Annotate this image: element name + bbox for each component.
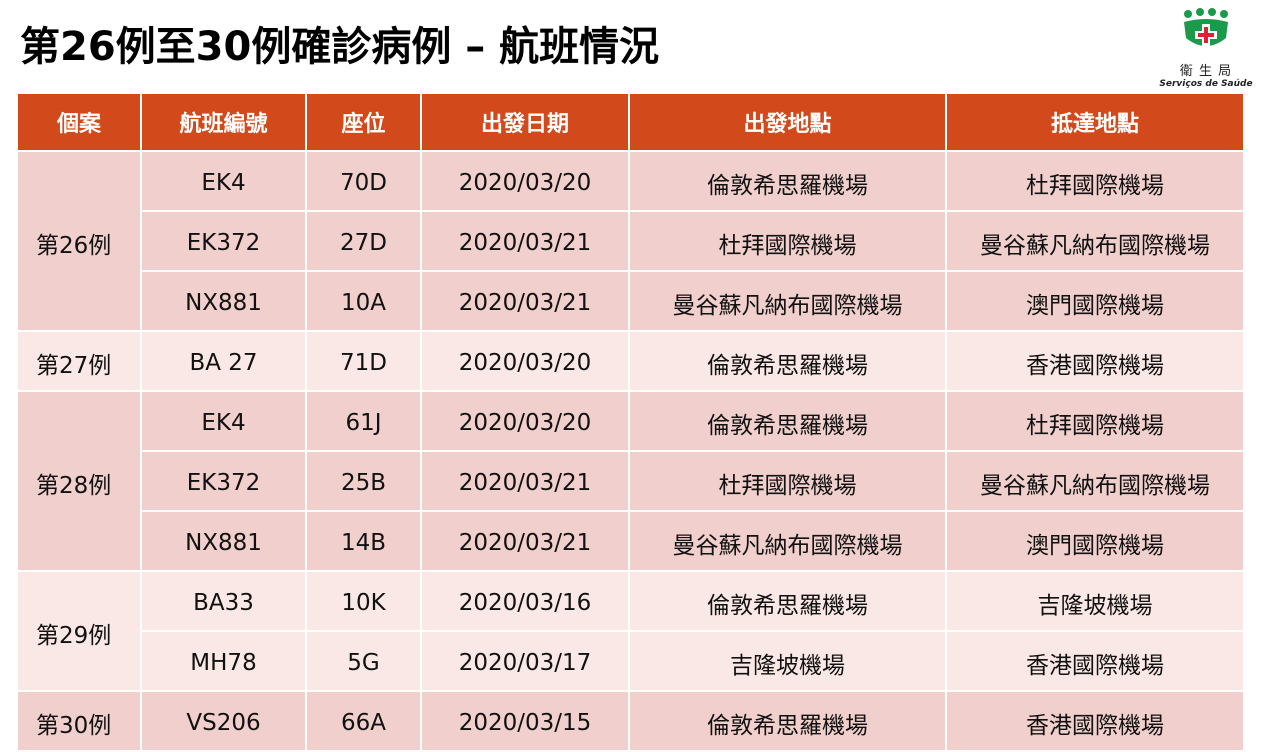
table-cell: 61J <box>305 390 422 452</box>
table-cell: 香港國際機場 <box>945 630 1245 692</box>
table-row: 第29例 BA33 10K 2020/03/16 倫敦希思羅機場 吉隆坡機場 <box>16 570 1245 692</box>
table-cell: 2020/03/15 <box>420 690 630 752</box>
logo-name: 衛 生 局 <box>1179 64 1233 79</box>
table-cell: 27D <box>305 210 422 272</box>
table-cell: 香港國際機場 <box>945 330 1245 392</box>
table-cell: 2020/03/16 <box>420 570 630 632</box>
table-row: 第27例 BA 27 71D 2020/03/20 倫敦希思羅機場 香港國際機場 <box>16 330 1245 392</box>
table-cell: BA33 <box>140 570 307 632</box>
logo: 衛 生 局 Serviços de Saúde <box>1150 8 1262 92</box>
table-cell: 澳門國際機場 <box>945 270 1245 332</box>
table-cell: 澳門國際機場 <box>945 510 1245 572</box>
table-cell: 倫敦希思羅機場 <box>628 150 947 212</box>
table-cell: 2020/03/20 <box>420 150 630 212</box>
table-row: 第26例 EK4 70D 2020/03/20 倫敦希思羅機場 杜拜國際機場 <box>16 150 1245 332</box>
table-cell: NX881 <box>140 510 307 572</box>
case-cell: 第26例 <box>16 150 142 332</box>
column-header: 座位 <box>305 92 422 152</box>
table-cell: 71D <box>305 330 422 392</box>
table-cell: 倫敦希思羅機場 <box>628 570 947 632</box>
table-cell: 10A <box>305 270 422 332</box>
table-cell: 2020/03/21 <box>420 450 630 512</box>
table-cell: EK4 <box>140 150 307 212</box>
table-cell: 25B <box>305 450 422 512</box>
flight-table: 個案 航班編號 座位 出發日期 出發地點 抵達地點 第26例 EK4 70D 2020/03/2… <box>16 92 1245 752</box>
title: 第26例至30例確診病例 – 航班情況 <box>20 24 660 70</box>
table-cell: 吉隆坡機場 <box>945 570 1245 632</box>
table-cell: BA 27 <box>140 330 307 392</box>
table-row: MH78 5G 2020/03/17 吉隆坡機場 香港國際機場 <box>17 630 1245 692</box>
slide: 第26例至30例確診病例 – 航班情況 衛 生 局 Serviços de Sa… <box>16 8 1262 752</box>
table-cell: MH78 <box>140 630 307 692</box>
table-cell: 5G <box>305 630 422 692</box>
table-cell: 14B <box>305 510 422 572</box>
logo-icon <box>1184 8 1228 46</box>
table-cell: 倫敦希思羅機場 <box>628 330 947 392</box>
case-cell: 第30例 <box>16 690 142 752</box>
case-cell: 第29例 <box>16 570 142 692</box>
column-header: 個案 <box>16 92 142 152</box>
column-header: 出發地點 <box>628 92 947 152</box>
table-cell: 杜拜國際機場 <box>628 210 947 272</box>
header-row: 個案 航班編號 座位 出發日期 出發地點 抵達地點 <box>16 92 1245 152</box>
case-cell: 第28例 <box>16 390 142 572</box>
table-cell: 2020/03/17 <box>420 630 630 692</box>
table-cell: 10K <box>305 570 422 632</box>
table-cell: 2020/03/21 <box>420 510 630 572</box>
table-cell: 吉隆坡機場 <box>628 630 947 692</box>
table-row: NX881 10A 2020/03/21 曼谷蘇凡納布國際機場 澳門國際機場 <box>17 270 1245 332</box>
table-cell: 70D <box>305 150 422 212</box>
table-cell: NX881 <box>140 270 307 332</box>
table-cell: 曼谷蘇凡納布國際機場 <box>628 510 947 572</box>
table-row: NX881 14B 2020/03/21 曼谷蘇凡納布國際機場 澳門國際機場 <box>17 510 1245 572</box>
table-cell: EK4 <box>140 390 307 452</box>
logo-subtitle: Serviços de Saúde <box>1159 79 1253 89</box>
table-row: 第30例 VS206 66A 2020/03/15 倫敦希思羅機場 香港國際機場 <box>16 690 1245 752</box>
table-row: EK372 27D 2020/03/21 杜拜國際機場 曼谷蘇凡納布國際機場 <box>17 210 1245 272</box>
table-cell: 杜拜國際機場 <box>945 390 1245 452</box>
table-row: 第28例 EK4 61J 2020/03/20 倫敦希思羅機場 杜拜國際機場 <box>16 390 1245 572</box>
table-row: EK372 25B 2020/03/21 杜拜國際機場 曼谷蘇凡納布國際機場 <box>17 450 1245 512</box>
table-cell: 2020/03/21 <box>420 270 630 332</box>
table-cell: VS206 <box>140 690 307 752</box>
table-cell: 香港國際機場 <box>945 690 1245 752</box>
column-header: 抵達地點 <box>945 92 1245 152</box>
table-cell: EK372 <box>140 210 307 272</box>
table-cell: 曼谷蘇凡納布國際機場 <box>945 450 1245 512</box>
table-cell: 2020/03/20 <box>420 330 630 392</box>
table-cell: 2020/03/21 <box>420 210 630 272</box>
table-cell: 曼谷蘇凡納布國際機場 <box>628 270 947 332</box>
case-cell: 第27例 <box>16 330 142 392</box>
table-cell: 倫敦希思羅機場 <box>628 690 947 752</box>
table-cell: 杜拜國際機場 <box>628 450 947 512</box>
column-header: 航班編號 <box>140 92 307 152</box>
table-cell: EK372 <box>140 450 307 512</box>
table-cell: 杜拜國際機場 <box>945 150 1245 212</box>
table-cell: 66A <box>305 690 422 752</box>
table-cell: 倫敦希思羅機場 <box>628 390 947 452</box>
table-cell: 2020/03/20 <box>420 390 630 452</box>
table-cell: 曼谷蘇凡納布國際機場 <box>945 210 1245 272</box>
column-header: 出發日期 <box>420 92 630 152</box>
